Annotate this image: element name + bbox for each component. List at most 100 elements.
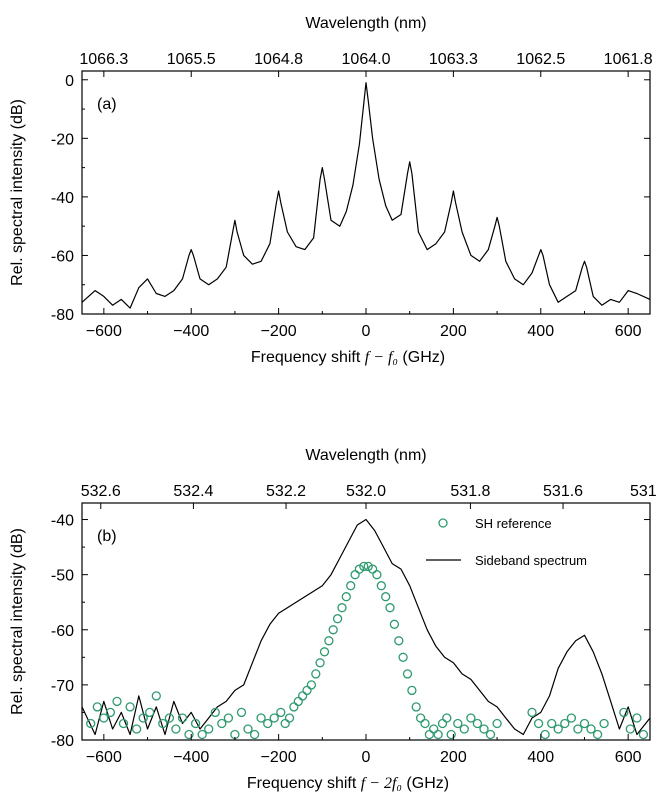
data-point	[407, 685, 417, 696]
y-tick-label: -40	[51, 513, 74, 530]
data-point	[164, 713, 175, 723]
y-tick-label: 0	[65, 73, 74, 90]
y-tick-label: -70	[51, 678, 74, 695]
top-tick-label: 532.6	[81, 483, 121, 500]
top-tick-label: 1061.8	[604, 51, 653, 68]
x-tick-label: 200	[440, 749, 467, 766]
data-point	[99, 713, 109, 723]
y-tick-label: -60	[51, 623, 74, 640]
data-point	[249, 729, 260, 740]
data-point	[269, 713, 279, 723]
data-point	[256, 713, 266, 723]
data-point	[398, 652, 408, 662]
data-point	[138, 713, 148, 723]
data-point	[280, 718, 290, 729]
top-tick-label: 1062.5	[516, 51, 565, 68]
data-point	[311, 669, 321, 679]
data-point	[389, 619, 400, 629]
panel-b: −600 −400 −200 0 200 400 600 532.6 532.4 532.2 532…	[9, 447, 658, 792]
x-tick-label: −200	[261, 323, 297, 340]
data-point	[190, 718, 201, 729]
y-tick-label: -80	[51, 733, 74, 750]
data-point	[573, 724, 583, 734]
data-point	[586, 724, 596, 734]
data-point	[171, 724, 181, 734]
data-point	[306, 680, 317, 690]
legend-entry: Sideband spectrum	[475, 553, 587, 568]
x-axis-label: Frequency shift f − f₀ (GHz)	[251, 349, 445, 366]
x-axis-label: Frequency shift f − 2f₀ (GHz)	[247, 775, 449, 792]
data-point	[533, 718, 544, 729]
data-point	[376, 581, 386, 591]
data-point	[459, 724, 469, 734]
data-point	[284, 713, 295, 723]
data-point	[625, 724, 635, 734]
data-point	[315, 658, 325, 668]
data-point	[411, 702, 421, 712]
plot-frame	[81, 70, 651, 315]
top-tick-label: 532.0	[346, 483, 386, 500]
top-tick-label: 1064.8	[254, 51, 303, 68]
data-point	[131, 724, 142, 734]
panel-label: (a)	[97, 96, 117, 113]
x-tick-label: 0	[362, 323, 371, 340]
data-point	[579, 718, 590, 729]
data-point	[92, 702, 102, 712]
data-point	[105, 707, 116, 718]
data-point	[293, 696, 303, 707]
top-tick-label: 532.4	[173, 483, 213, 500]
data-point	[297, 691, 308, 701]
data-point	[446, 729, 456, 740]
data-point	[341, 592, 351, 602]
data-point	[197, 729, 207, 740]
data-point	[402, 669, 413, 679]
series-sh-reference	[86, 561, 649, 740]
legend-marker-circle	[438, 518, 448, 528]
data-point	[359, 561, 369, 572]
data-point	[158, 718, 168, 729]
data-point	[437, 718, 448, 729]
x-tick-label: 600	[615, 749, 642, 766]
data-point	[527, 707, 537, 718]
plot-frame	[81, 502, 651, 741]
y-tick-label: -20	[51, 131, 74, 148]
x-tick-label: 400	[527, 323, 554, 340]
x-tick-label: 0	[362, 749, 371, 766]
data-point	[302, 685, 312, 696]
data-point	[223, 713, 234, 723]
data-point	[472, 718, 483, 729]
top-tick-label: 1066.3	[79, 51, 128, 68]
x-tick-label: 400	[527, 749, 554, 766]
data-point	[479, 724, 489, 734]
data-point	[177, 713, 188, 723]
data-point	[236, 707, 247, 718]
data-point	[332, 614, 343, 624]
data-point	[394, 636, 404, 646]
data-point	[492, 718, 502, 729]
y-tick-label: -60	[51, 248, 74, 265]
data-point	[112, 696, 122, 707]
data-point	[560, 718, 570, 729]
x-tick-label: −600	[86, 749, 122, 766]
data-point	[433, 729, 443, 740]
data-point	[328, 625, 338, 635]
data-point	[276, 707, 286, 718]
data-point	[485, 729, 496, 740]
data-point	[553, 724, 563, 734]
data-point	[592, 729, 603, 740]
panel-a: −600 −400 −200 0 200 400 600 1066.3 1065.5 1064.8…	[9, 15, 653, 366]
x-tick-label: −400	[173, 323, 209, 340]
data-point	[289, 702, 299, 712]
data-point	[350, 570, 360, 580]
data-point	[204, 724, 214, 734]
y-tick-label: -80	[51, 307, 74, 324]
data-point	[346, 581, 356, 591]
data-point	[420, 718, 430, 729]
data-point	[381, 592, 391, 602]
data-point	[324, 636, 334, 646]
x-tick-label: 200	[440, 323, 467, 340]
data-point	[151, 691, 161, 701]
data-point	[466, 713, 476, 723]
data-point	[619, 707, 629, 718]
